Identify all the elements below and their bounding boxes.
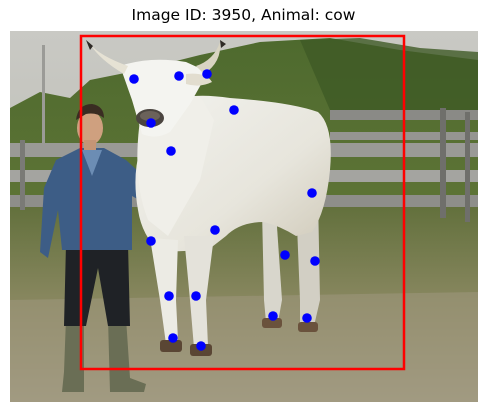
keypoint-6 [166,146,176,156]
cow [86,40,331,356]
keypoint-7 [307,188,317,198]
keypoint-10 [280,250,290,260]
keypoint-5 [146,118,156,128]
keypoint-12 [164,291,174,301]
keypoint-17 [196,341,206,351]
keypoint-9 [146,236,156,246]
keypoint-3 [202,69,212,79]
keypoint-1 [129,74,139,84]
keypoint-16 [168,333,178,343]
keypoints [129,69,320,351]
keypoint-15 [302,313,312,323]
keypoint-8 [210,225,220,235]
photo [10,31,478,402]
keypoint-13 [191,291,201,301]
keypoint-11 [310,256,320,266]
bounding-box [79,34,406,371]
keypoint-4 [229,105,239,115]
figure-title: Image ID: 3950, Animal: cow [131,6,356,24]
keypoint-2 [174,71,184,81]
keypoint-14 [268,311,278,321]
